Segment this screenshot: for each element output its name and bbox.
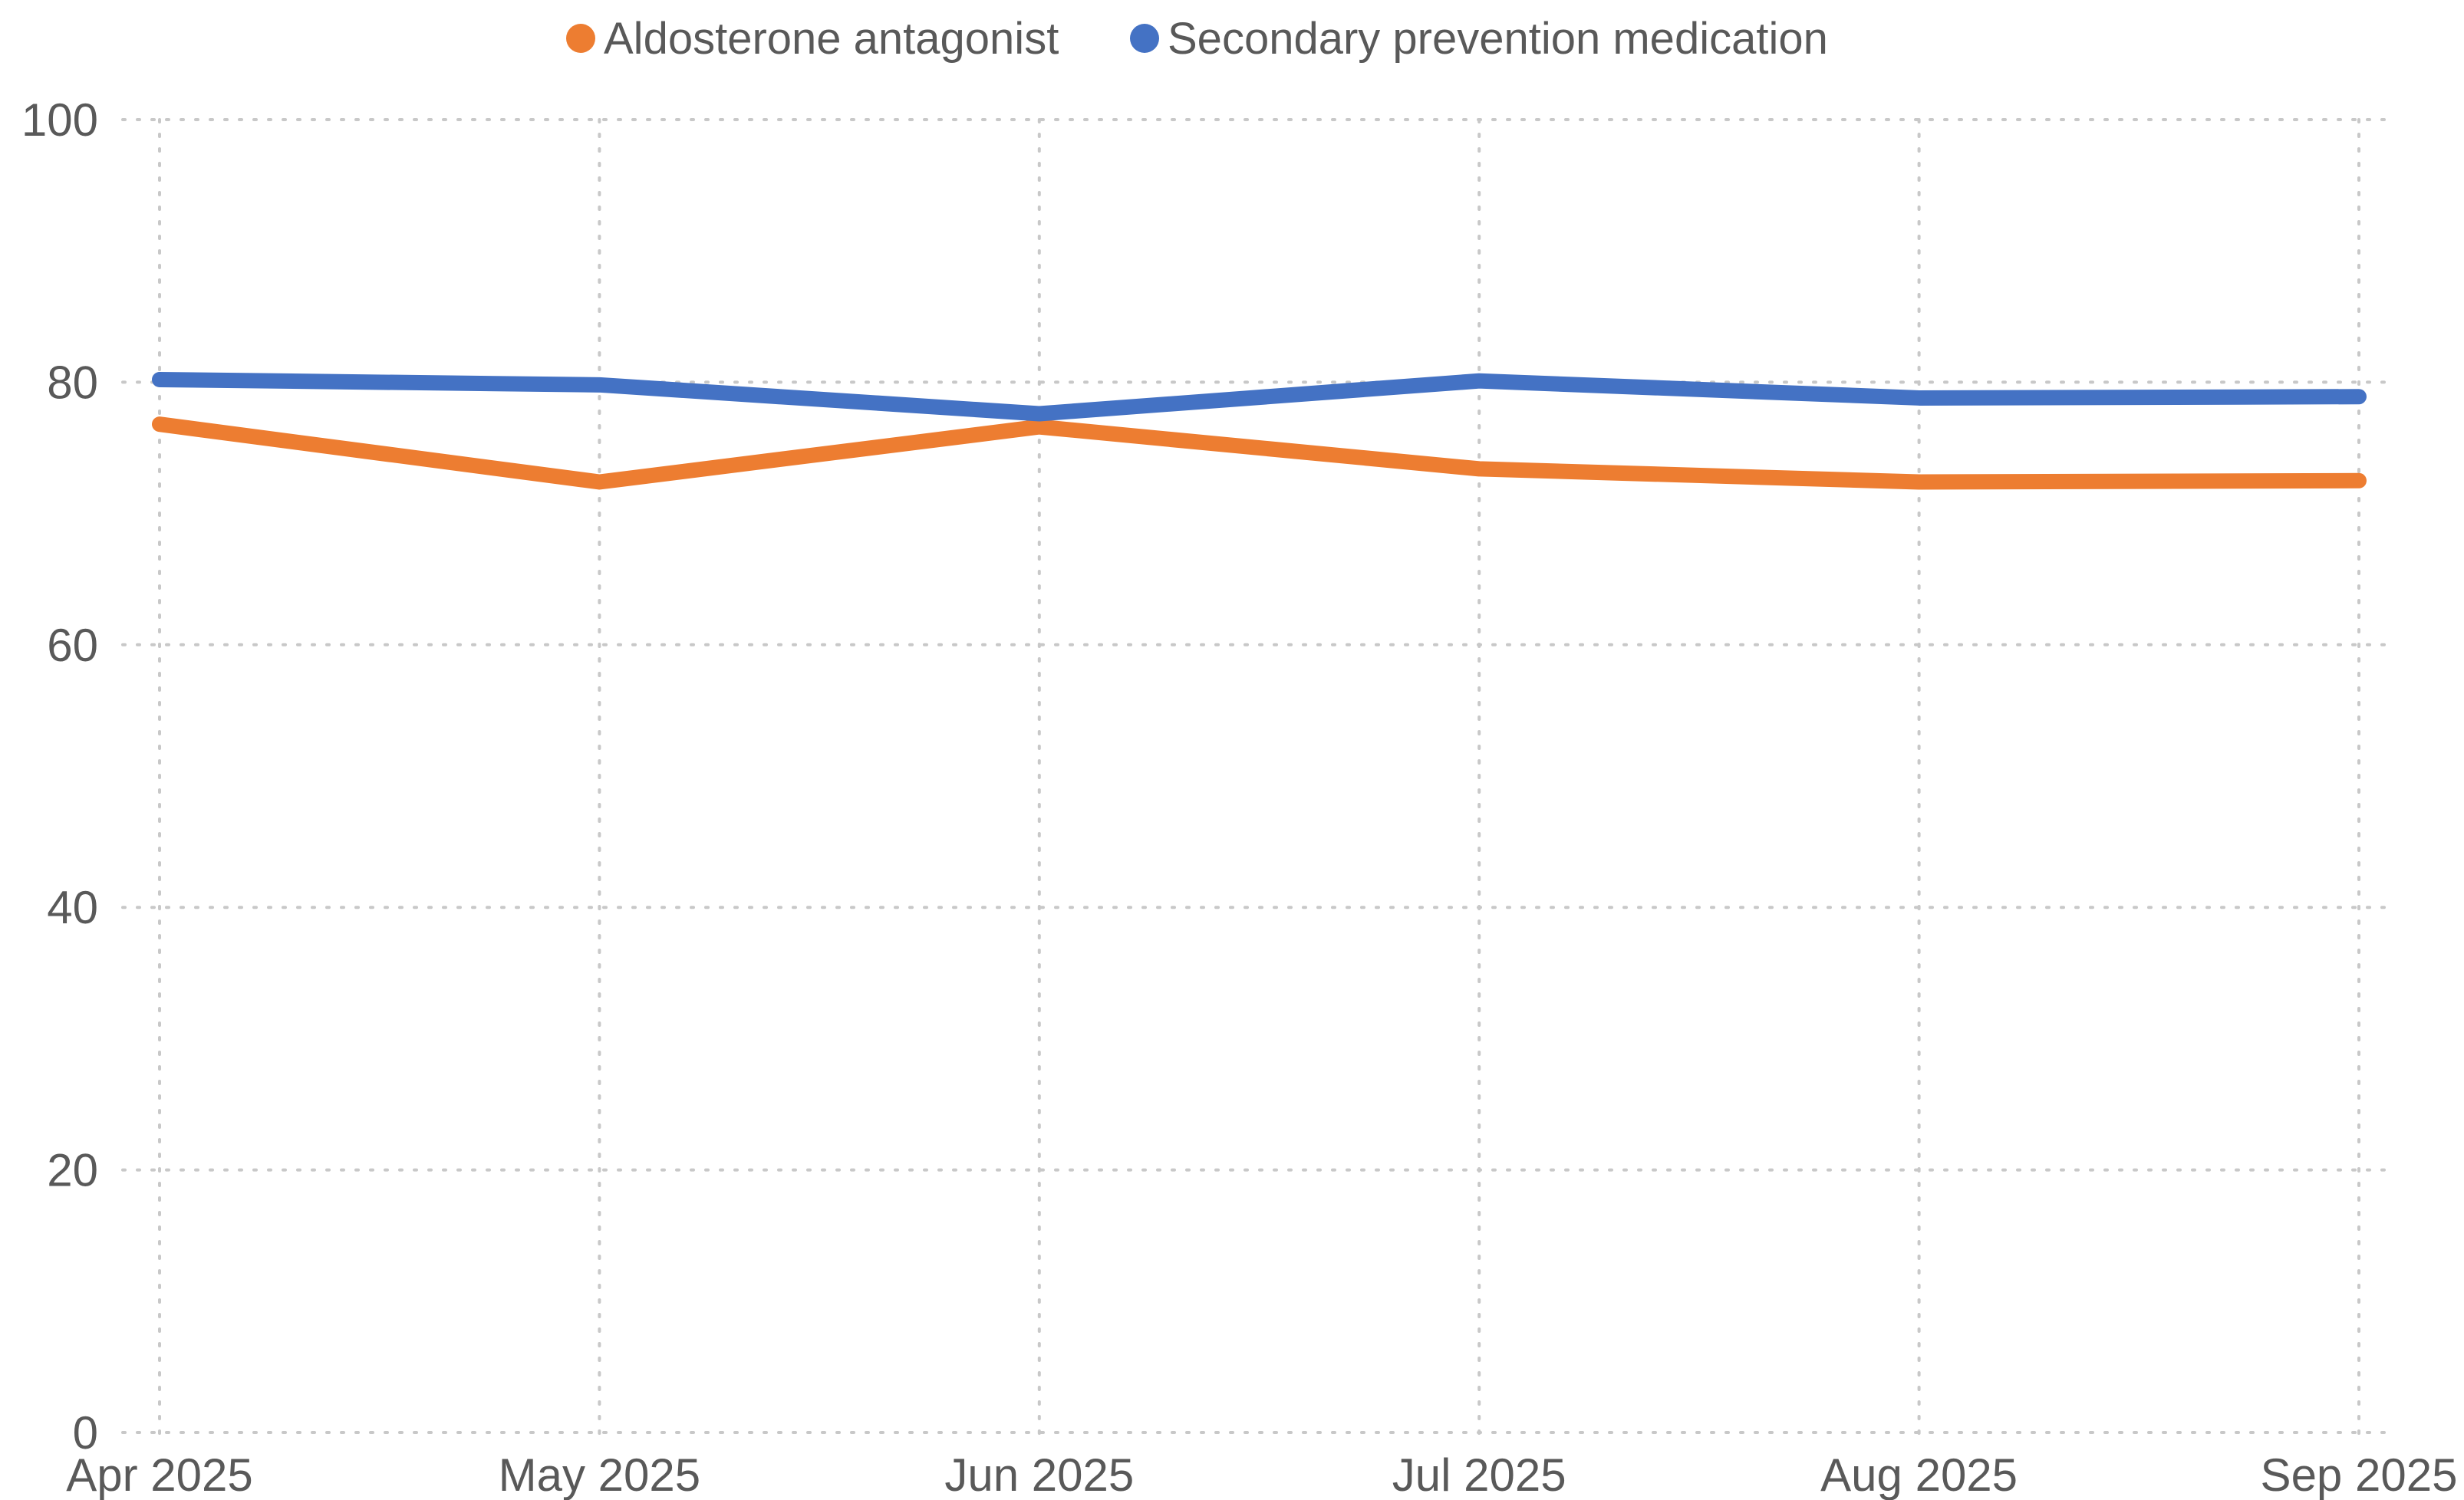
legend-item-secondary-prevention-medication[interactable]: Secondary prevention medication (1130, 14, 1828, 64)
x-tick-label-0: Apr 2025 (66, 1449, 253, 1500)
x-tick-label-1: May 2025 (499, 1449, 701, 1500)
x-tick-label-3: Jul 2025 (1392, 1449, 1566, 1500)
y-tick-label-20: 20 (47, 1145, 98, 1196)
y-tick-label-80: 80 (47, 357, 98, 408)
x-tick-label-2: Jun 2025 (944, 1449, 1134, 1500)
y-axis: 0 20 40 60 80 100 (21, 94, 98, 1459)
legend-label-secondary-prevention-medication: Secondary prevention medication (1168, 14, 1828, 64)
x-axis: Apr 2025 May 2025 Jun 2025 Jul 2025 Aug 2025… (66, 1449, 2457, 1500)
legend-swatch-aldosterone-antagonist (566, 24, 595, 53)
chart-legend: Aldosterone antagonist Secondary prevent… (566, 14, 1828, 64)
x-tick-label-5: Sep 2025 (2261, 1449, 2458, 1500)
series-lines (152, 371, 2367, 490)
legend-swatch-secondary-prevention-medication (1130, 24, 1159, 53)
y-tick-label-40: 40 (47, 882, 98, 933)
x-tick-label-4: Aug 2025 (1820, 1449, 2018, 1500)
y-tick-label-0: 0 (73, 1407, 98, 1459)
series-line-secondary-prevention-medication[interactable] (152, 371, 2367, 422)
y-tick-label-100: 100 (21, 94, 98, 146)
legend-item-aldosterone-antagonist[interactable]: Aldosterone antagonist (566, 14, 1059, 64)
legend-label-aldosterone-antagonist: Aldosterone antagonist (604, 14, 1059, 64)
series-line-aldosterone-antagonist[interactable] (152, 416, 2367, 490)
gridlines (121, 118, 2389, 1443)
y-tick-label-60: 60 (47, 620, 98, 671)
